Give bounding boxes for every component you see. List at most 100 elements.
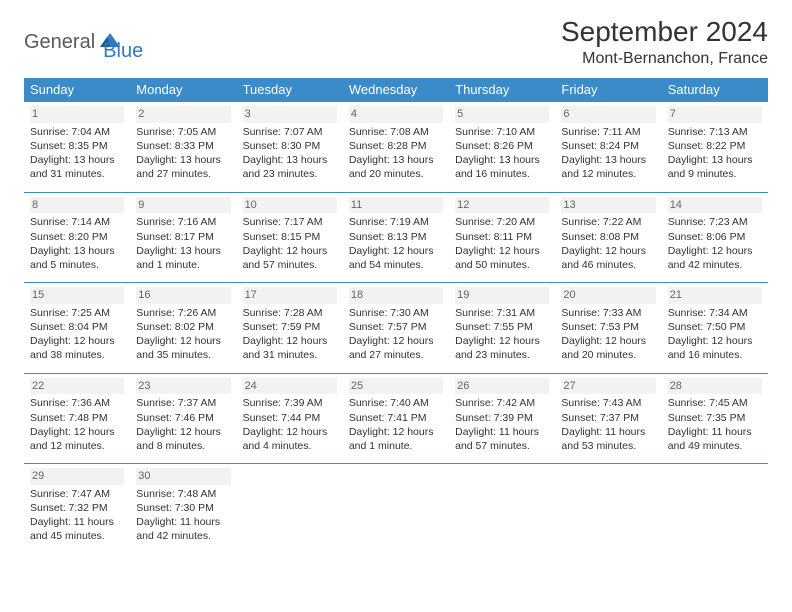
daylight-text: Daylight: 13 hours and 27 minutes. (136, 153, 230, 181)
sunrise-text: Sunrise: 7:34 AM (668, 306, 762, 320)
calendar-day-cell: 9Sunrise: 7:16 AMSunset: 8:17 PMDaylight… (130, 192, 236, 283)
daylight-text: Daylight: 11 hours and 57 minutes. (455, 425, 549, 453)
title-block: September 2024 Mont-Bernanchon, France (561, 16, 768, 68)
daylight-text: Daylight: 11 hours and 45 minutes. (30, 515, 124, 543)
day-number: 26 (455, 378, 549, 395)
sunrise-text: Sunrise: 7:31 AM (455, 306, 549, 320)
sunrise-text: Sunrise: 7:26 AM (136, 306, 230, 320)
day-number: 19 (455, 287, 549, 304)
calendar-day-cell: 12Sunrise: 7:20 AMSunset: 8:11 PMDayligh… (449, 192, 555, 283)
sunset-text: Sunset: 7:46 PM (136, 411, 230, 425)
day-number: 5 (455, 106, 549, 123)
calendar-empty-cell (449, 464, 555, 554)
sunset-text: Sunset: 8:11 PM (455, 230, 549, 244)
sunrise-text: Sunrise: 7:47 AM (30, 487, 124, 501)
sunrise-text: Sunrise: 7:14 AM (30, 215, 124, 229)
day-number: 18 (349, 287, 443, 304)
sunset-text: Sunset: 8:17 PM (136, 230, 230, 244)
sunset-text: Sunset: 7:35 PM (668, 411, 762, 425)
sunset-text: Sunset: 8:06 PM (668, 230, 762, 244)
sunrise-text: Sunrise: 7:25 AM (30, 306, 124, 320)
calendar-day-cell: 16 Sunrise: 7:26 AMSunset: 8:02 PMDayligh… (130, 283, 236, 374)
daylight-text: Daylight: 11 hours and 42 minutes. (136, 515, 230, 543)
calendar-day-cell: 28Sunrise: 7:45 AMSunset: 7:35 PMDayligh… (662, 373, 768, 464)
sunset-text: Sunset: 8:08 PM (561, 230, 655, 244)
day-number: 22 (30, 378, 124, 395)
daylight-text: Daylight: 13 hours and 9 minutes. (668, 153, 762, 181)
calendar-day-cell: 17Sunrise: 7:28 AMSunset: 7:59 PMDayligh… (237, 283, 343, 374)
calendar-empty-cell (555, 464, 661, 554)
sunset-text: Sunset: 8:13 PM (349, 230, 443, 244)
calendar-week-row: 15Sunrise: 7:25 AMSunset: 8:04 PMDayligh… (24, 283, 768, 374)
day-number: 30 (136, 468, 230, 485)
calendar-day-cell: 7Sunrise: 7:13 AMSunset: 8:22 PMDaylight… (662, 102, 768, 193)
daylight-text: Daylight: 13 hours and 12 minutes. (561, 153, 655, 181)
logo-text-blue: Blue (103, 40, 143, 63)
day-number: 15 (30, 287, 124, 304)
daylight-text: Daylight: 12 hours and 31 minutes. (243, 334, 337, 362)
day-number: 10 (243, 197, 337, 214)
daylight-text: Daylight: 12 hours and 16 minutes. (668, 334, 762, 362)
daylight-text: Daylight: 12 hours and 54 minutes. (349, 244, 443, 272)
daylight-text: Daylight: 12 hours and 57 minutes. (243, 244, 337, 272)
weekday-header: Sunday (24, 78, 130, 102)
sunset-text: Sunset: 8:20 PM (30, 230, 124, 244)
daylight-text: Daylight: 12 hours and 42 minutes. (668, 244, 762, 272)
day-number: 23 (136, 378, 230, 395)
daylight-text: Daylight: 12 hours and 23 minutes. (455, 334, 549, 362)
sunrise-text: Sunrise: 7:07 AM (243, 125, 337, 139)
day-number: 16 (136, 287, 230, 304)
weekday-header: Saturday (662, 78, 768, 102)
weekday-header: Thursday (449, 78, 555, 102)
page-title: September 2024 (561, 16, 768, 48)
sunset-text: Sunset: 8:02 PM (136, 320, 230, 334)
sunrise-text: Sunrise: 7:39 AM (243, 396, 337, 410)
sunrise-text: Sunrise: 7:42 AM (455, 396, 549, 410)
sunrise-text: Sunrise: 7:45 AM (668, 396, 762, 410)
day-number: 24 (243, 378, 337, 395)
day-number: 6 (561, 106, 655, 123)
sunrise-text: Sunrise: 7:16 AM (136, 215, 230, 229)
logo: General Blue (24, 22, 143, 63)
sunset-text: Sunset: 7:37 PM (561, 411, 655, 425)
sunset-text: Sunset: 8:22 PM (668, 139, 762, 153)
day-number: 20 (561, 287, 655, 304)
sunset-text: Sunset: 7:30 PM (136, 501, 230, 515)
daylight-text: Daylight: 12 hours and 20 minutes. (561, 334, 655, 362)
calendar-day-cell: 6Sunrise: 7:11 AMSunset: 8:24 PMDaylight… (555, 102, 661, 193)
sunset-text: Sunset: 8:15 PM (243, 230, 337, 244)
calendar-day-cell: 21Sunrise: 7:34 AMSunset: 7:50 PMDayligh… (662, 283, 768, 374)
calendar-day-cell: 1Sunrise: 7:04 AMSunset: 8:35 PMDaylight… (24, 102, 130, 193)
sunrise-text: Sunrise: 7:28 AM (243, 306, 337, 320)
sunset-text: Sunset: 8:30 PM (243, 139, 337, 153)
sunset-text: Sunset: 8:35 PM (30, 139, 124, 153)
calendar-day-cell: 29Sunrise: 7:47 AMSunset: 7:32 PMDayligh… (24, 464, 130, 554)
day-number: 1 (30, 106, 124, 123)
weekday-header: Wednesday (343, 78, 449, 102)
sunrise-text: Sunrise: 7:43 AM (561, 396, 655, 410)
daylight-text: Daylight: 11 hours and 53 minutes. (561, 425, 655, 453)
calendar-day-cell: 25Sunrise: 7:40 AMSunset: 7:41 PMDayligh… (343, 373, 449, 464)
sunrise-text: Sunrise: 7:48 AM (136, 487, 230, 501)
sunrise-text: Sunrise: 7:13 AM (668, 125, 762, 139)
calendar-day-cell: 24Sunrise: 7:39 AMSunset: 7:44 PMDayligh… (237, 373, 343, 464)
sunset-text: Sunset: 7:44 PM (243, 411, 337, 425)
calendar-day-cell: 3Sunrise: 7:07 AMSunset: 8:30 PMDaylight… (237, 102, 343, 193)
daylight-text: Daylight: 13 hours and 23 minutes. (243, 153, 337, 181)
sunset-text: Sunset: 7:48 PM (30, 411, 124, 425)
sunset-text: Sunset: 7:53 PM (561, 320, 655, 334)
daylight-text: Daylight: 13 hours and 16 minutes. (455, 153, 549, 181)
calendar-day-cell: 11Sunrise: 7:19 AMSunset: 8:13 PMDayligh… (343, 192, 449, 283)
calendar-week-row: 22Sunrise: 7:36 AMSunset: 7:48 PMDayligh… (24, 373, 768, 464)
sunrise-text: Sunrise: 7:30 AM (349, 306, 443, 320)
sunset-text: Sunset: 7:57 PM (349, 320, 443, 334)
sunset-text: Sunset: 7:50 PM (668, 320, 762, 334)
calendar-day-cell: 18Sunrise: 7:30 AMSunset: 7:57 PMDayligh… (343, 283, 449, 374)
daylight-text: Daylight: 13 hours and 31 minutes. (30, 153, 124, 181)
calendar-empty-cell (662, 464, 768, 554)
calendar-day-cell: 20Sunrise: 7:33 AMSunset: 7:53 PMDayligh… (555, 283, 661, 374)
sunrise-text: Sunrise: 7:23 AM (668, 215, 762, 229)
sunrise-text: Sunrise: 7:11 AM (561, 125, 655, 139)
day-number: 2 (136, 106, 230, 123)
daylight-text: Daylight: 12 hours and 35 minutes. (136, 334, 230, 362)
